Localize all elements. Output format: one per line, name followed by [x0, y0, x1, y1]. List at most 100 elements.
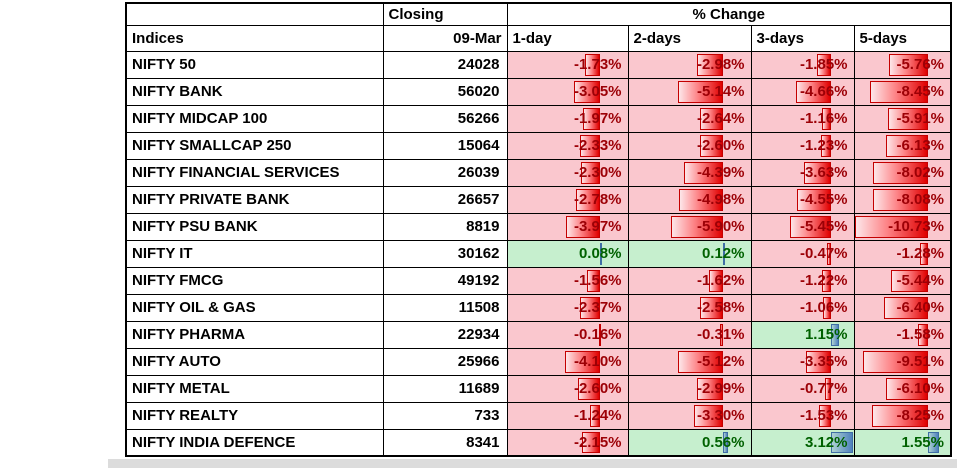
closing-value-cell[interactable]: 11689	[382, 374, 508, 403]
closing-value-cell[interactable]: 24028	[382, 50, 508, 79]
change-cell[interactable]: -2.33%	[506, 131, 629, 160]
closing-value-cell[interactable]: 22934	[382, 320, 508, 349]
closing-value-cell[interactable]: 15064	[382, 131, 508, 160]
closing-value-cell[interactable]: 8819	[382, 212, 508, 241]
period-column-header-2days[interactable]: 2-days	[627, 24, 752, 52]
period-column-header-3days[interactable]: 3-days	[750, 24, 855, 52]
change-cell[interactable]: -0.77%	[750, 374, 855, 403]
change-cell[interactable]: -4.98%	[627, 185, 752, 214]
closing-value-cell[interactable]: 56020	[382, 77, 508, 106]
change-cell[interactable]: -2.37%	[506, 293, 629, 322]
index-name-cell[interactable]: NIFTY IT	[125, 239, 384, 268]
index-name-cell[interactable]: NIFTY FINANCIAL SERVICES	[125, 158, 384, 187]
closing-group-header[interactable]: Closing	[382, 2, 508, 26]
change-cell[interactable]: -6.10%	[853, 374, 952, 403]
change-cell[interactable]: -1.56%	[506, 266, 629, 295]
change-cell[interactable]: -1.23%	[750, 131, 855, 160]
change-cell[interactable]: -8.25%	[853, 401, 952, 430]
change-cell[interactable]: -4.39%	[627, 158, 752, 187]
closing-value-cell[interactable]: 8341	[382, 428, 508, 457]
closing-value-cell[interactable]: 733	[382, 401, 508, 430]
period-column-header-1day[interactable]: 1-day	[506, 24, 629, 52]
change-cell[interactable]: -2.64%	[627, 104, 752, 133]
change-value: -1.23%	[799, 137, 848, 154]
closing-value-cell[interactable]: 26657	[382, 185, 508, 214]
change-cell[interactable]: -2.60%	[506, 374, 629, 403]
change-cell[interactable]: -5.91%	[853, 104, 952, 133]
change-cell[interactable]: -6.40%	[853, 293, 952, 322]
change-cell[interactable]: -9.51%	[853, 347, 952, 376]
change-cell[interactable]: -1.58%	[853, 320, 952, 349]
change-cell[interactable]: -1.62%	[627, 266, 752, 295]
closing-value-cell[interactable]: 49192	[382, 266, 508, 295]
change-cell[interactable]: -3.05%	[506, 77, 629, 106]
change-cell[interactable]: -4.55%	[750, 185, 855, 214]
change-cell[interactable]: -1.24%	[506, 401, 629, 430]
index-name-cell[interactable]: NIFTY PRIVATE BANK	[125, 185, 384, 214]
change-cell[interactable]: -0.47%	[750, 239, 855, 268]
change-cell[interactable]: 0.08%	[506, 239, 629, 268]
index-name-cell[interactable]: NIFTY AUTO	[125, 347, 384, 376]
change-cell[interactable]: 3.12%	[750, 428, 855, 457]
change-cell[interactable]: 0.12%	[627, 239, 752, 268]
change-cell[interactable]: -3.63%	[750, 158, 855, 187]
change-cell[interactable]: 1.55%	[853, 428, 952, 457]
change-cell[interactable]: -1.97%	[506, 104, 629, 133]
change-cell[interactable]: -8.02%	[853, 158, 952, 187]
index-name-cell[interactable]: NIFTY MIDCAP 100	[125, 104, 384, 133]
change-cell[interactable]: -1.16%	[750, 104, 855, 133]
change-cell[interactable]: -5.90%	[627, 212, 752, 241]
change-cell[interactable]: -6.13%	[853, 131, 952, 160]
change-cell[interactable]: -0.16%	[506, 320, 629, 349]
change-cell[interactable]: -2.58%	[627, 293, 752, 322]
change-cell[interactable]: -8.45%	[853, 77, 952, 106]
change-cell[interactable]: -8.08%	[853, 185, 952, 214]
index-name-cell[interactable]: NIFTY PHARMA	[125, 320, 384, 349]
change-cell[interactable]: -3.30%	[627, 401, 752, 430]
indices-column-header[interactable]: Indices	[125, 24, 384, 52]
index-name-cell[interactable]: NIFTY FMCG	[125, 266, 384, 295]
change-cell[interactable]: -3.97%	[506, 212, 629, 241]
change-cell[interactable]: -5.12%	[627, 347, 752, 376]
change-cell[interactable]: -1.73%	[506, 50, 629, 79]
change-cell[interactable]: -4.10%	[506, 347, 629, 376]
change-cell[interactable]: -5.14%	[627, 77, 752, 106]
change-cell[interactable]: 0.56%	[627, 428, 752, 457]
change-cell[interactable]: -1.22%	[750, 266, 855, 295]
index-name-cell[interactable]: NIFTY INDIA DEFENCE	[125, 428, 384, 457]
change-cell[interactable]: -2.78%	[506, 185, 629, 214]
change-cell[interactable]: 1.15%	[750, 320, 855, 349]
change-cell[interactable]: -3.35%	[750, 347, 855, 376]
change-cell[interactable]: -1.53%	[750, 401, 855, 430]
date-column-header[interactable]: 09-Mar	[382, 24, 508, 52]
index-name-cell[interactable]: NIFTY OIL & GAS	[125, 293, 384, 322]
index-name-cell[interactable]: NIFTY BANK	[125, 77, 384, 106]
change-cell[interactable]: -5.76%	[853, 50, 952, 79]
change-cell[interactable]: -2.60%	[627, 131, 752, 160]
period-column-header-5days[interactable]: 5-days	[853, 24, 952, 52]
change-cell[interactable]: -4.66%	[750, 77, 855, 106]
pct-change-group-header[interactable]: % Change	[506, 2, 952, 26]
change-cell[interactable]: -1.28%	[853, 239, 952, 268]
index-name-cell[interactable]: NIFTY PSU BANK	[125, 212, 384, 241]
change-cell[interactable]: -2.98%	[627, 50, 752, 79]
closing-value-cell[interactable]: 30162	[382, 239, 508, 268]
change-cell[interactable]: -5.45%	[750, 212, 855, 241]
change-cell[interactable]: -1.85%	[750, 50, 855, 79]
change-cell[interactable]: -0.31%	[627, 320, 752, 349]
closing-value-cell[interactable]: 25966	[382, 347, 508, 376]
change-cell[interactable]: -2.30%	[506, 158, 629, 187]
change-cell[interactable]: -5.44%	[853, 266, 952, 295]
closing-value-cell[interactable]: 11508	[382, 293, 508, 322]
change-cell[interactable]: -2.15%	[506, 428, 629, 457]
corner-cell[interactable]	[125, 2, 384, 26]
index-name-cell[interactable]: NIFTY REALTY	[125, 401, 384, 430]
closing-value-cell[interactable]: 56266	[382, 104, 508, 133]
index-name-cell[interactable]: NIFTY METAL	[125, 374, 384, 403]
closing-value-cell[interactable]: 26039	[382, 158, 508, 187]
index-name-cell[interactable]: NIFTY 50	[125, 50, 384, 79]
index-name-cell[interactable]: NIFTY SMALLCAP 250	[125, 131, 384, 160]
change-cell[interactable]: -10.73%	[853, 212, 952, 241]
change-cell[interactable]: -1.06%	[750, 293, 855, 322]
change-cell[interactable]: -2.99%	[627, 374, 752, 403]
